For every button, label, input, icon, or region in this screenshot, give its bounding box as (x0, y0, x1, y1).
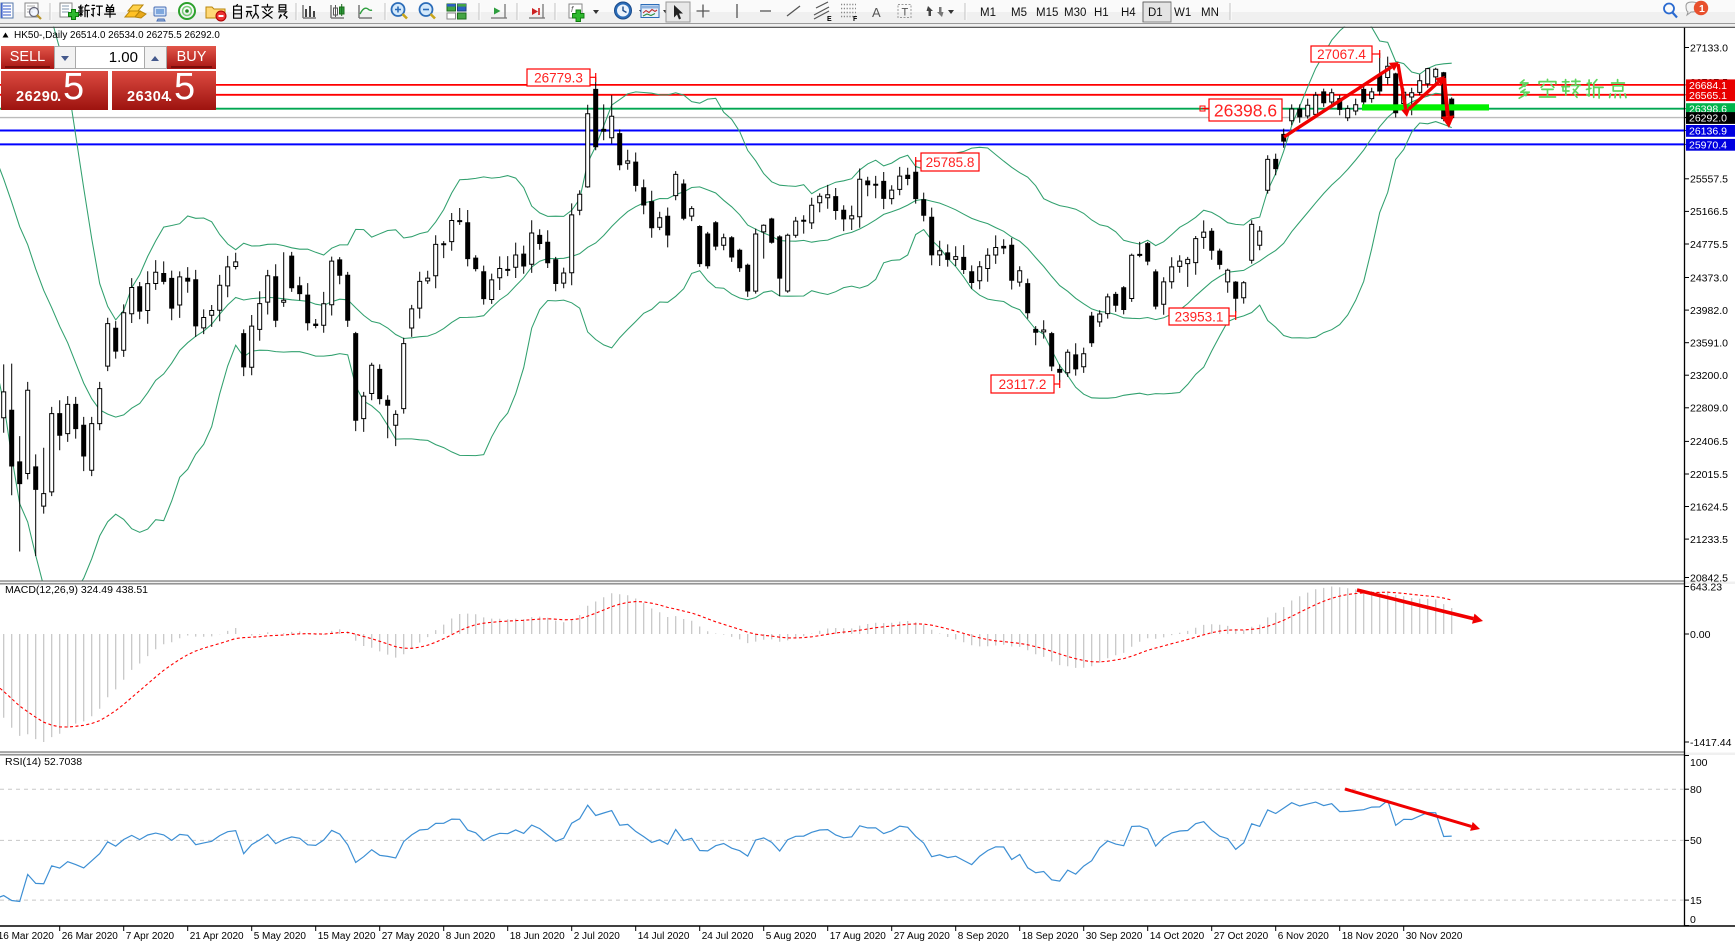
svg-text:6 Nov 2020: 6 Nov 2020 (1278, 931, 1330, 942)
svg-text:30 Nov 2020: 30 Nov 2020 (1406, 931, 1463, 942)
svg-text:M1: M1 (980, 7, 996, 19)
svg-text:T: T (902, 7, 909, 19)
svg-text:22406.5: 22406.5 (1690, 436, 1728, 448)
svg-text:15 May 2020: 15 May 2020 (318, 931, 376, 942)
svg-text:H1: H1 (1094, 7, 1109, 19)
svg-text:27133.0: 27133.0 (1690, 42, 1728, 54)
svg-text:23982.0: 23982.0 (1690, 305, 1728, 317)
svg-text:27067.4: 27067.4 (1317, 47, 1366, 62)
svg-text:26136.9: 26136.9 (1689, 126, 1727, 138)
svg-text:18 Nov 2020: 18 Nov 2020 (1342, 931, 1399, 942)
svg-text:18 Jun 2020: 18 Jun 2020 (510, 931, 565, 942)
svg-text:5 May 2020: 5 May 2020 (254, 931, 307, 942)
svg-text:f: f (571, 5, 574, 14)
svg-text:24 Jul 2020: 24 Jul 2020 (702, 931, 754, 942)
svg-text:26292.0: 26292.0 (1689, 113, 1727, 125)
svg-text:25557.5: 25557.5 (1690, 174, 1728, 186)
svg-text:25970.4: 25970.4 (1689, 139, 1727, 151)
svg-text:0.00: 0.00 (1690, 629, 1711, 641)
svg-text:100: 100 (1690, 757, 1708, 769)
svg-text:26398.6: 26398.6 (1214, 100, 1277, 120)
svg-text:80: 80 (1690, 784, 1702, 796)
svg-text:0: 0 (1690, 914, 1696, 926)
svg-text:-1417.44: -1417.44 (1690, 737, 1732, 749)
svg-text:27 Oct 2020: 27 Oct 2020 (1214, 931, 1269, 942)
svg-text:27 May 2020: 27 May 2020 (382, 931, 440, 942)
svg-text:M30: M30 (1064, 7, 1086, 19)
svg-text:5 Aug 2020: 5 Aug 2020 (766, 931, 817, 942)
svg-text:W1: W1 (1174, 7, 1191, 19)
svg-text:22015.5: 22015.5 (1690, 469, 1728, 481)
svg-text:26 Mar 2020: 26 Mar 2020 (62, 931, 119, 942)
svg-text:23591.0: 23591.0 (1690, 338, 1728, 350)
svg-text:26514.0 26534.0 26275.5 26292.: 26514.0 26534.0 26275.5 26292.0 (70, 30, 220, 41)
svg-text:24775.5: 24775.5 (1690, 239, 1728, 251)
svg-text:14 Oct 2020: 14 Oct 2020 (1150, 931, 1205, 942)
svg-text:23200.0: 23200.0 (1690, 370, 1728, 382)
svg-text:MACD(12,26,9) 324.49 438.51: MACD(12,26,9) 324.49 438.51 (5, 584, 148, 596)
svg-text:HK50-,Daily: HK50-,Daily (14, 30, 67, 41)
svg-text:25166.5: 25166.5 (1690, 206, 1728, 218)
svg-text:50: 50 (1690, 835, 1702, 847)
svg-text:MN: MN (1201, 7, 1219, 19)
svg-text:21233.5: 21233.5 (1690, 534, 1728, 546)
svg-text:25785.8: 25785.8 (926, 155, 975, 170)
svg-text:26684.1: 26684.1 (1689, 80, 1727, 92)
svg-text:26565.1: 26565.1 (1689, 90, 1727, 102)
svg-text:M15: M15 (1036, 7, 1058, 19)
svg-text:27 Aug 2020: 27 Aug 2020 (894, 931, 951, 942)
svg-text:23953.1: 23953.1 (1175, 309, 1224, 324)
svg-text:8 Jun 2020: 8 Jun 2020 (446, 931, 496, 942)
svg-text:23117.2: 23117.2 (999, 377, 1047, 392)
svg-text:643.23: 643.23 (1690, 581, 1722, 593)
svg-text:2 Jul 2020: 2 Jul 2020 (574, 931, 621, 942)
svg-text:30 Sep 2020: 30 Sep 2020 (1086, 931, 1143, 942)
svg-text:7 Apr 2020: 7 Apr 2020 (126, 931, 175, 942)
svg-text:21624.5: 21624.5 (1690, 501, 1728, 513)
svg-text:M5: M5 (1011, 7, 1027, 19)
svg-text:E: E (827, 16, 832, 23)
svg-text:20842.5: 20842.5 (1690, 572, 1728, 584)
svg-text:15: 15 (1690, 895, 1702, 907)
svg-text:22809.0: 22809.0 (1690, 403, 1728, 415)
svg-text:16 Mar 2020: 16 Mar 2020 (0, 931, 54, 942)
svg-text:14 Jul 2020: 14 Jul 2020 (638, 931, 690, 942)
svg-text:21 Apr 2020: 21 Apr 2020 (190, 931, 244, 942)
svg-text:18 Sep 2020: 18 Sep 2020 (1022, 931, 1079, 942)
svg-text:26779.3: 26779.3 (534, 70, 583, 85)
svg-text:D1: D1 (1148, 7, 1163, 19)
svg-text:1: 1 (1699, 3, 1705, 15)
svg-text:24373.0: 24373.0 (1690, 272, 1728, 284)
svg-text:F: F (853, 16, 858, 23)
svg-text:8 Sep 2020: 8 Sep 2020 (958, 931, 1010, 942)
svg-text:RSI(14) 52.7038: RSI(14) 52.7038 (5, 756, 82, 768)
svg-text:H4: H4 (1121, 7, 1136, 19)
svg-text:17 Aug 2020: 17 Aug 2020 (830, 931, 887, 942)
svg-text:A: A (872, 5, 881, 20)
